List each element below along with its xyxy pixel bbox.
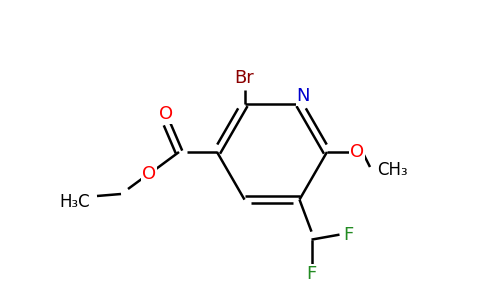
Text: H₃C: H₃C <box>60 193 91 211</box>
Text: CH₃: CH₃ <box>377 161 408 179</box>
Text: O: O <box>159 105 173 123</box>
Text: F: F <box>343 226 354 244</box>
Text: O: O <box>350 143 364 161</box>
Text: Br: Br <box>235 69 255 87</box>
Text: F: F <box>306 265 317 283</box>
Text: N: N <box>297 87 310 105</box>
Text: O: O <box>142 165 156 183</box>
